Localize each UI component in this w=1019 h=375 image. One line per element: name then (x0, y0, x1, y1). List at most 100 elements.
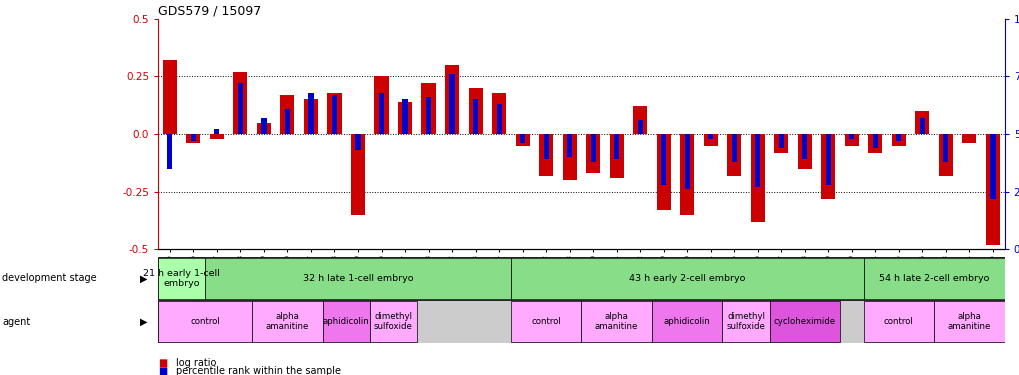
Bar (590, 134, 595, 162)
Bar (369, 301, 417, 342)
Bar (844, 134, 858, 146)
Bar (403, 99, 408, 134)
Bar (768, 301, 840, 342)
Bar (613, 134, 619, 159)
Bar (355, 134, 361, 150)
Bar (633, 106, 647, 134)
Bar (308, 93, 313, 134)
Bar (205, 258, 511, 299)
Bar (543, 134, 548, 159)
Text: 32 h late 1-cell embryo: 32 h late 1-cell embryo (303, 274, 413, 283)
Bar (891, 134, 905, 146)
Text: alpha
amanitine: alpha amanitine (266, 312, 309, 331)
Bar (515, 134, 529, 146)
Bar (637, 120, 642, 134)
Bar (721, 301, 768, 342)
Bar (511, 301, 581, 342)
Text: 21 h early 1-cell
embryo: 21 h early 1-cell embryo (143, 269, 220, 288)
Bar (943, 134, 948, 162)
Bar (581, 301, 651, 342)
Bar (331, 95, 336, 134)
Bar (797, 134, 811, 169)
Text: control: control (531, 317, 560, 326)
Text: alpha
amanitine: alpha amanitine (947, 312, 990, 331)
Bar (703, 134, 717, 146)
Bar (849, 134, 854, 139)
Bar (257, 123, 271, 134)
Bar (872, 134, 877, 148)
Bar (426, 97, 431, 134)
Text: ▶: ▶ (140, 273, 147, 284)
Text: development stage: development stage (2, 273, 97, 284)
Bar (914, 111, 928, 134)
Bar (233, 72, 248, 134)
Text: aphidicolin: aphidicolin (323, 317, 369, 326)
Bar (252, 301, 322, 342)
Text: ■: ■ (158, 358, 167, 368)
Bar (863, 301, 933, 342)
Bar (567, 134, 572, 157)
Text: log ratio: log ratio (176, 358, 217, 368)
Bar (473, 99, 478, 134)
Bar (158, 258, 205, 299)
Bar (684, 134, 689, 189)
Bar (511, 258, 863, 299)
Bar (191, 134, 196, 141)
Bar (680, 134, 694, 215)
Bar (158, 301, 252, 342)
Bar (962, 134, 975, 143)
Text: control: control (883, 317, 913, 326)
Bar (937, 134, 952, 176)
Text: percentile rank within the sample: percentile rank within the sample (176, 366, 341, 375)
Bar (989, 134, 995, 199)
Text: GDS579 / 15097: GDS579 / 15097 (158, 4, 261, 18)
Text: alpha
amanitine: alpha amanitine (594, 312, 638, 331)
Bar (374, 76, 388, 134)
Bar (825, 134, 830, 185)
Bar (731, 134, 736, 162)
Bar (210, 134, 224, 139)
Bar (421, 83, 435, 134)
Text: 54 h late 2-cell embryo: 54 h late 2-cell embryo (878, 274, 988, 283)
Bar (656, 134, 671, 210)
Bar (520, 134, 525, 143)
Text: cycloheximide: cycloheximide (773, 317, 835, 326)
Bar (919, 118, 924, 134)
Bar (562, 134, 576, 180)
Bar (280, 95, 294, 134)
Bar (378, 93, 384, 134)
Bar (727, 134, 741, 176)
Bar (491, 93, 505, 134)
Bar (186, 134, 200, 143)
Bar (304, 99, 318, 134)
Bar (214, 129, 219, 134)
Bar (867, 134, 881, 153)
Bar (167, 134, 172, 169)
Bar (773, 134, 788, 153)
Text: ▶: ▶ (140, 316, 147, 327)
Bar (284, 109, 289, 134)
Bar (496, 104, 501, 134)
Bar (449, 74, 454, 134)
Bar (322, 301, 369, 342)
Bar (750, 134, 764, 222)
Bar (351, 134, 365, 215)
Bar (896, 134, 901, 141)
Bar (468, 88, 482, 134)
Text: dimethyl
sulfoxide: dimethyl sulfoxide (373, 312, 413, 331)
Bar (444, 65, 459, 134)
Bar (801, 134, 807, 159)
Bar (820, 134, 835, 199)
Text: aphidicolin: aphidicolin (663, 317, 710, 326)
Bar (397, 102, 412, 134)
Bar (539, 134, 552, 176)
Bar (985, 134, 999, 245)
Bar (777, 134, 784, 148)
Bar (863, 258, 1004, 299)
Bar (609, 134, 624, 178)
Bar (586, 134, 599, 173)
Text: ■: ■ (158, 366, 167, 375)
Bar (327, 93, 341, 134)
Text: dimethyl
sulfoxide: dimethyl sulfoxide (726, 312, 764, 331)
Bar (163, 60, 176, 134)
